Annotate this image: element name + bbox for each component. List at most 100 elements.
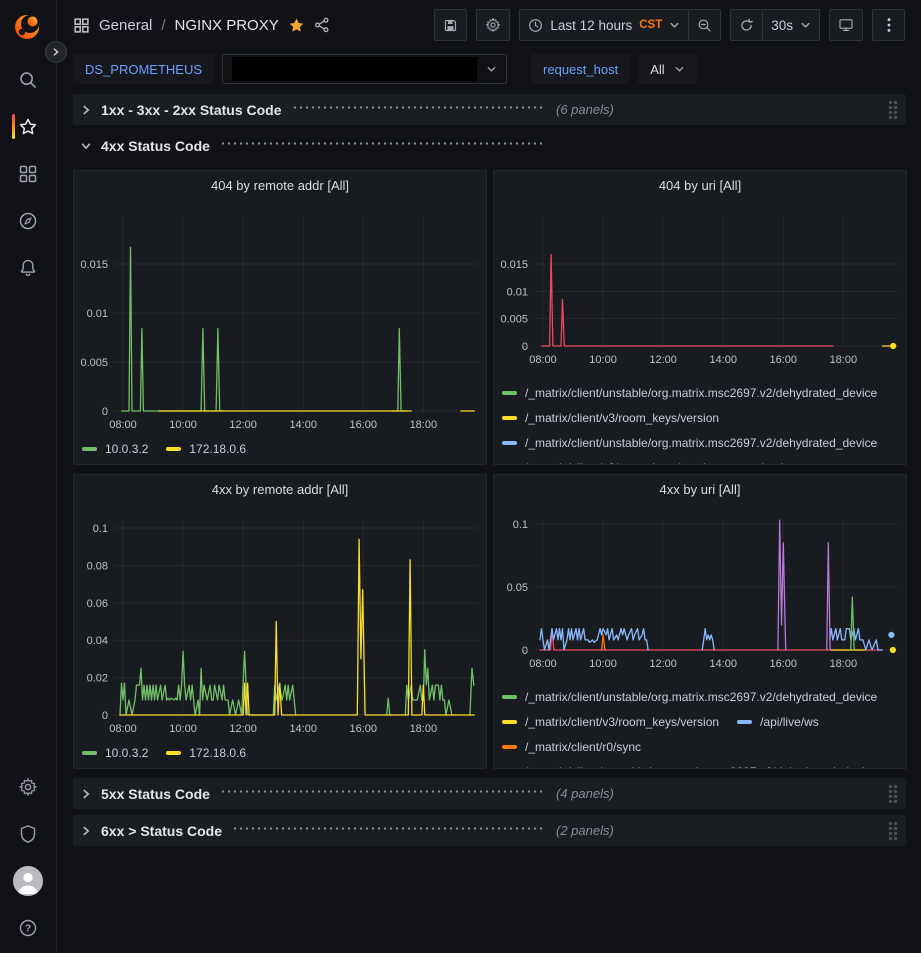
legend-item[interactable]: /_matrix/client/unstable/org.matrix.msc2… bbox=[502, 765, 877, 769]
variable-request-host-select[interactable]: All bbox=[638, 54, 697, 84]
sidebar-item-configuration[interactable] bbox=[0, 763, 56, 810]
compass-icon bbox=[19, 212, 37, 229]
legend-label: 172.18.0.6 bbox=[189, 442, 247, 456]
share-icon bbox=[314, 17, 329, 33]
refresh-button[interactable] bbox=[730, 9, 764, 41]
row-header-1xx-3xx-2xx[interactable]: 1xx - 3xx - 2xx Status Code (6 panels) bbox=[73, 94, 906, 125]
gear-icon bbox=[486, 17, 501, 33]
sidebar-item-starred[interactable] bbox=[0, 103, 56, 150]
more-options-button[interactable] bbox=[872, 9, 905, 41]
legend-item[interactable]: /_matrix/client/r0/sync bbox=[502, 740, 641, 754]
x-axis-tick-label: 10:00 bbox=[589, 658, 617, 670]
legend-item[interactable]: /_matrix/client/v3/room_keys/version bbox=[502, 411, 719, 425]
x-axis-tick-label: 08:00 bbox=[529, 354, 557, 366]
panel-title[interactable]: 4xx by uri [All] bbox=[659, 482, 741, 497]
time-range-picker[interactable]: Last 12 hours CST bbox=[519, 9, 690, 41]
row-dotted-leader bbox=[232, 826, 542, 830]
x-axis-tick-label: 08:00 bbox=[529, 658, 557, 670]
legend-item[interactable]: 10.0.3.2 bbox=[82, 442, 148, 456]
y-axis-tick-label: 0.06 bbox=[87, 598, 108, 610]
favorite-star-button[interactable] bbox=[288, 17, 305, 34]
sidebar-item-dashboards[interactable] bbox=[0, 150, 56, 197]
legend-row: /_matrix/client/unstable/org.matrix.msc2… bbox=[502, 684, 906, 709]
row-left-group: 4xx Status Code bbox=[80, 138, 542, 154]
legend-item[interactable]: /_matrix/client/unstable/org.matrix.msc2… bbox=[502, 386, 877, 400]
legend-item[interactable]: /_matrix/client/v3/room_keys/version bbox=[502, 461, 719, 465]
legend-row: /_matrix/client/v3/room_keys/version bbox=[502, 405, 906, 430]
apps-grid-icon bbox=[73, 17, 90, 34]
series-line bbox=[826, 542, 831, 651]
save-dashboard-button[interactable] bbox=[434, 9, 468, 41]
row-drag-handle[interactable] bbox=[888, 821, 898, 840]
clock-icon bbox=[529, 18, 543, 32]
panel-title[interactable]: 404 by remote addr [All] bbox=[210, 178, 350, 193]
dashboard-settings-button[interactable] bbox=[476, 9, 511, 41]
sidebar-item-explore[interactable] bbox=[0, 197, 56, 244]
row-title: 6xx > Status Code bbox=[101, 822, 222, 839]
sidebar-item-profile[interactable] bbox=[0, 857, 56, 904]
y-axis-tick-label: 0.005 bbox=[500, 314, 528, 326]
legend-item[interactable]: 172.18.0.6 bbox=[166, 746, 246, 760]
series-line bbox=[777, 519, 787, 651]
variable-ds-prometheus-select[interactable] bbox=[222, 54, 508, 84]
breadcrumb-folder[interactable]: General bbox=[99, 16, 153, 34]
legend-label: /_matrix/client/unstable/org.matrix.msc2… bbox=[525, 689, 878, 704]
panel-grid: 404 by remote addr [All] 0 0.005 0.01 0.015… bbox=[73, 170, 907, 769]
legend-item[interactable]: /_matrix/client/unstable/org.matrix.msc2… bbox=[502, 690, 877, 704]
legend-label: /_matrix/client/r0/sync bbox=[525, 739, 642, 754]
legend-item[interactable]: 10.0.3.2 bbox=[82, 746, 148, 760]
legend-row: 10.0.3.2 172.18.0.6 bbox=[82, 741, 486, 765]
row-title: 5xx Status Code bbox=[101, 785, 210, 802]
cycle-view-mode-button[interactable] bbox=[829, 9, 863, 41]
row-drag-handle[interactable] bbox=[888, 784, 898, 803]
row-title: 1xx - 3xx - 2xx Status Code bbox=[101, 101, 282, 118]
sidebar-item-search[interactable] bbox=[0, 56, 56, 103]
sidebar-item-server-admin[interactable] bbox=[0, 810, 56, 857]
refresh-interval-dropdown[interactable]: 30s bbox=[762, 9, 820, 41]
sidebar-item-help[interactable]: ? bbox=[0, 904, 56, 951]
timeseries-plot: 0 0.005 0.01 0.015 08:00 10:00 12:00 14:00 16:00… bbox=[500, 217, 898, 366]
legend-item[interactable]: /_matrix/client/v3/room_keys/version bbox=[502, 715, 719, 729]
row-header-4xx[interactable]: 4xx Status Code bbox=[73, 131, 906, 161]
shield-icon bbox=[20, 824, 36, 843]
legend-item[interactable]: /api/live/ws bbox=[737, 715, 819, 729]
y-axis-tick-label: 0.1 bbox=[93, 523, 108, 535]
y-axis-tick-label: 0.015 bbox=[80, 259, 108, 271]
breadcrumb-dashboard-title[interactable]: NGINX PROXY bbox=[174, 16, 279, 34]
sidebar-expand-button[interactable] bbox=[45, 41, 67, 63]
legend-item[interactable]: /sw.js bbox=[737, 461, 789, 465]
sidebar-item-alerting[interactable] bbox=[0, 244, 56, 291]
x-axis-tick-label: 12:00 bbox=[649, 354, 677, 366]
panel-title[interactable]: 4xx by remote addr [All] bbox=[211, 482, 349, 497]
redacted-value bbox=[232, 57, 478, 81]
row-dotted-leader bbox=[291, 105, 542, 109]
variable-label-ds-prometheus: DS_PROMETHEUS bbox=[73, 54, 215, 84]
grafana-logo[interactable] bbox=[10, 8, 46, 44]
legend-row: /_matrix/client/unstable/org.matrix.msc2… bbox=[502, 380, 906, 405]
y-axis-tick-label: 0.05 bbox=[507, 582, 528, 594]
chevron-right-icon bbox=[80, 825, 92, 837]
chevron-down-icon bbox=[80, 140, 92, 152]
panel-title[interactable]: 404 by uri [All] bbox=[658, 178, 742, 193]
series-end-dot bbox=[889, 646, 896, 654]
row-drag-handle[interactable] bbox=[888, 100, 898, 119]
save-icon bbox=[445, 19, 457, 31]
legend-row: /_matrix/client/r0/sync bbox=[502, 734, 906, 759]
share-button[interactable] bbox=[314, 17, 330, 33]
x-axis-tick-label: 16:00 bbox=[350, 419, 378, 431]
legend-label: /_matrix/client/v3/room_keys/version bbox=[525, 714, 720, 729]
legend-item[interactable]: 172.18.0.6 bbox=[166, 442, 246, 456]
dashboard-header: General / NGINX PROXY Last 12 hours CST bbox=[57, 0, 921, 50]
x-axis-tick-label: 12:00 bbox=[649, 658, 677, 670]
refresh-icon bbox=[741, 18, 754, 31]
toolbar-save-group bbox=[434, 9, 468, 41]
row-header-5xx[interactable]: 5xx Status Code (4 panels) bbox=[73, 778, 906, 809]
series-line bbox=[120, 246, 225, 412]
zoom-out-time-button[interactable] bbox=[688, 9, 722, 41]
chevron-down-icon bbox=[674, 64, 685, 75]
row-header-6xx[interactable]: 6xx > Status Code (2 panels) bbox=[73, 815, 906, 846]
x-axis-tick-label: 12:00 bbox=[229, 419, 257, 431]
series-line bbox=[540, 254, 834, 347]
legend-item[interactable]: /_matrix/client/unstable/org.matrix.msc2… bbox=[502, 436, 877, 450]
legend-swatch bbox=[502, 719, 517, 724]
